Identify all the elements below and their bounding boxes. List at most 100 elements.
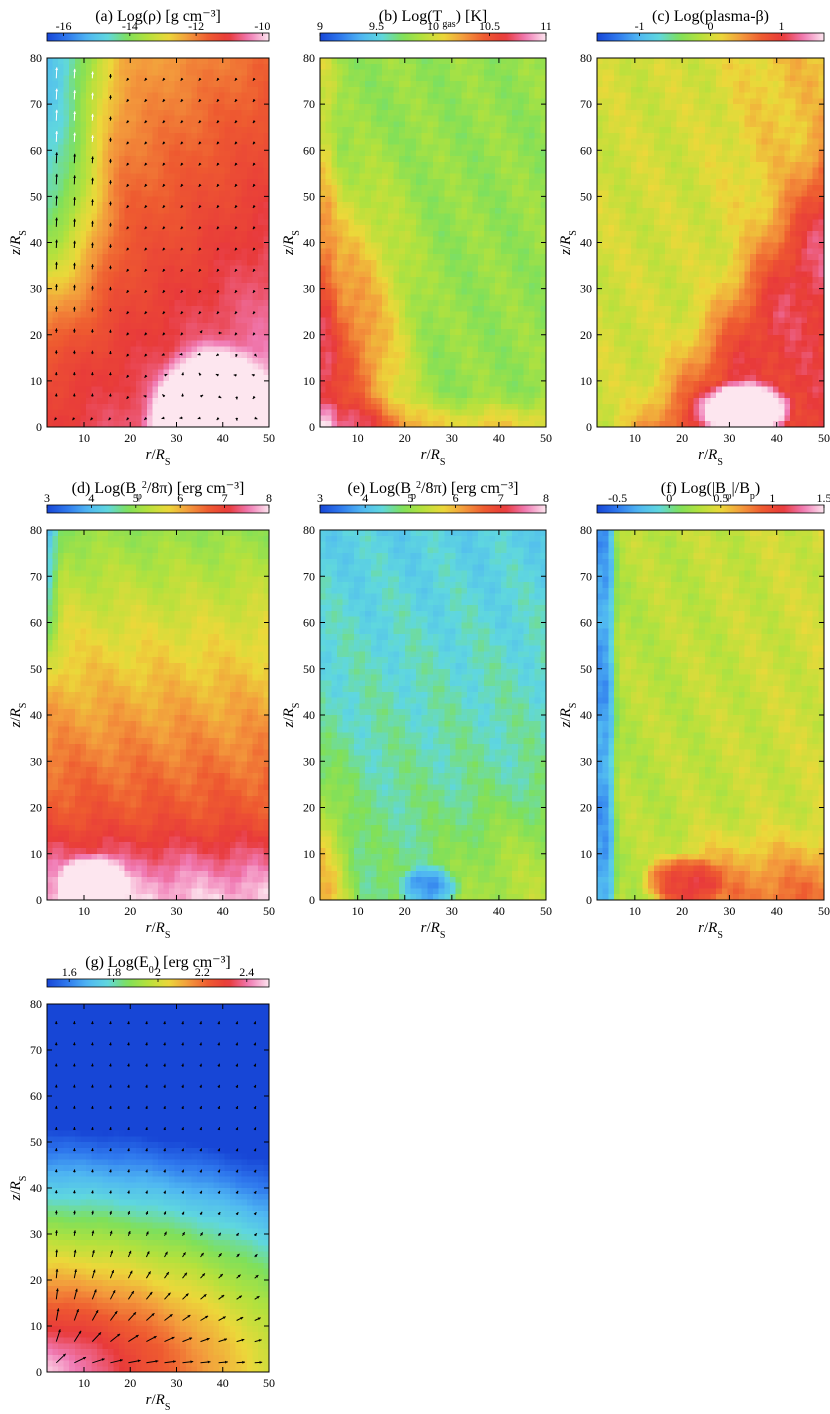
heatmap-cell xyxy=(427,179,433,185)
heatmap-cell xyxy=(501,237,507,243)
y-axis-label: z/RS xyxy=(8,230,29,256)
heatmap-cell xyxy=(130,58,136,64)
heatmap-cell xyxy=(535,237,541,243)
heatmap-cell xyxy=(147,341,153,347)
heatmap-cell xyxy=(136,415,142,421)
heatmap-cell xyxy=(147,323,153,329)
heatmap-cell xyxy=(64,317,70,323)
heatmap-cell xyxy=(197,98,203,104)
heatmap-cell xyxy=(247,381,253,387)
heatmap-cell xyxy=(490,283,496,289)
heatmap-cell xyxy=(97,260,103,266)
heatmap-cell xyxy=(478,219,484,225)
heatmap-cell xyxy=(427,323,433,329)
heatmap-cell xyxy=(247,98,253,104)
heatmap-cell xyxy=(433,214,439,220)
heatmap-cell xyxy=(456,300,462,306)
heatmap-cell xyxy=(405,248,411,254)
heatmap-cell xyxy=(433,150,439,156)
heatmap-cell xyxy=(535,294,541,300)
heatmap-cell xyxy=(169,404,175,410)
heatmap-cell xyxy=(119,294,125,300)
heatmap-cell xyxy=(53,196,59,202)
heatmap-cell xyxy=(377,219,383,225)
heatmap-cell xyxy=(416,196,422,202)
heatmap-cell xyxy=(444,75,450,81)
heatmap-cell xyxy=(348,196,354,202)
heatmap-cell xyxy=(365,58,371,64)
heatmap-cell xyxy=(103,93,109,99)
heatmap-cell xyxy=(252,87,258,93)
heatmap-cell xyxy=(208,191,214,197)
heatmap-cell xyxy=(529,144,535,150)
heatmap-cell xyxy=(416,214,422,220)
heatmap-cell xyxy=(405,162,411,168)
heatmap-cell xyxy=(484,283,490,289)
heatmap-cell xyxy=(152,364,158,370)
heatmap-cell xyxy=(484,70,490,76)
heatmap-cell xyxy=(348,173,354,179)
heatmap-cell xyxy=(467,196,473,202)
heatmap-cell xyxy=(164,168,170,174)
heatmap-cell xyxy=(202,196,208,202)
heatmap-cell xyxy=(484,93,490,99)
heatmap-cell xyxy=(427,162,433,168)
heatmap-cell xyxy=(230,93,236,99)
heatmap-cell xyxy=(158,208,164,214)
heatmap-cell xyxy=(175,179,181,185)
heatmap-cell xyxy=(53,248,59,254)
heatmap-cell xyxy=(393,266,399,272)
heatmap-cell xyxy=(236,294,242,300)
heatmap-cell xyxy=(405,300,411,306)
heatmap-cell xyxy=(416,271,422,277)
heatmap-cell xyxy=(164,98,170,104)
heatmap-cell xyxy=(108,306,114,312)
heatmap-cell xyxy=(108,144,114,150)
heatmap-cell xyxy=(219,254,225,260)
heatmap-cell xyxy=(197,283,203,289)
heatmap-cell xyxy=(97,392,103,398)
heatmap-cell xyxy=(225,346,231,352)
heatmap-cell xyxy=(225,317,231,323)
heatmap-cell xyxy=(175,254,181,260)
heatmap-cell xyxy=(103,104,109,110)
heatmap-cell xyxy=(103,156,109,162)
heatmap-cell xyxy=(147,93,153,99)
heatmap-cell xyxy=(202,168,208,174)
heatmap-cell xyxy=(53,116,59,122)
heatmap-cell xyxy=(320,271,326,277)
heatmap-cell xyxy=(108,64,114,70)
heatmap-cell xyxy=(69,312,75,318)
heatmap-cell xyxy=(53,381,59,387)
heatmap-cell xyxy=(158,260,164,266)
heatmap-cell xyxy=(422,335,428,341)
heatmap-cell xyxy=(354,121,360,127)
heatmap-cell xyxy=(484,254,490,260)
heatmap-cell xyxy=(529,202,535,208)
heatmap-cell xyxy=(433,98,439,104)
heatmap-cell xyxy=(450,168,456,174)
heatmap-cell xyxy=(444,87,450,93)
heatmap-cell xyxy=(136,196,142,202)
heatmap-cell xyxy=(478,260,484,266)
heatmap-cell xyxy=(348,156,354,162)
heatmap-cell xyxy=(214,144,220,150)
heatmap-cell xyxy=(97,369,103,375)
heatmap-cell xyxy=(410,219,416,225)
heatmap-cell xyxy=(97,358,103,364)
heatmap-cell xyxy=(119,300,125,306)
heatmap-cell xyxy=(119,243,125,249)
heatmap-cell xyxy=(103,415,109,421)
heatmap-cell xyxy=(360,243,366,249)
heatmap-cell xyxy=(103,110,109,116)
heatmap-cell xyxy=(320,312,326,318)
heatmap-cell xyxy=(393,173,399,179)
heatmap-cell xyxy=(326,156,332,162)
heatmap-cell xyxy=(119,392,125,398)
heatmap-cell xyxy=(202,352,208,358)
heatmap-cell xyxy=(399,116,405,122)
heatmap-cell xyxy=(354,70,360,76)
heatmap-cell xyxy=(433,70,439,76)
heatmap-cell xyxy=(450,248,456,254)
heatmap-cell xyxy=(175,191,181,197)
